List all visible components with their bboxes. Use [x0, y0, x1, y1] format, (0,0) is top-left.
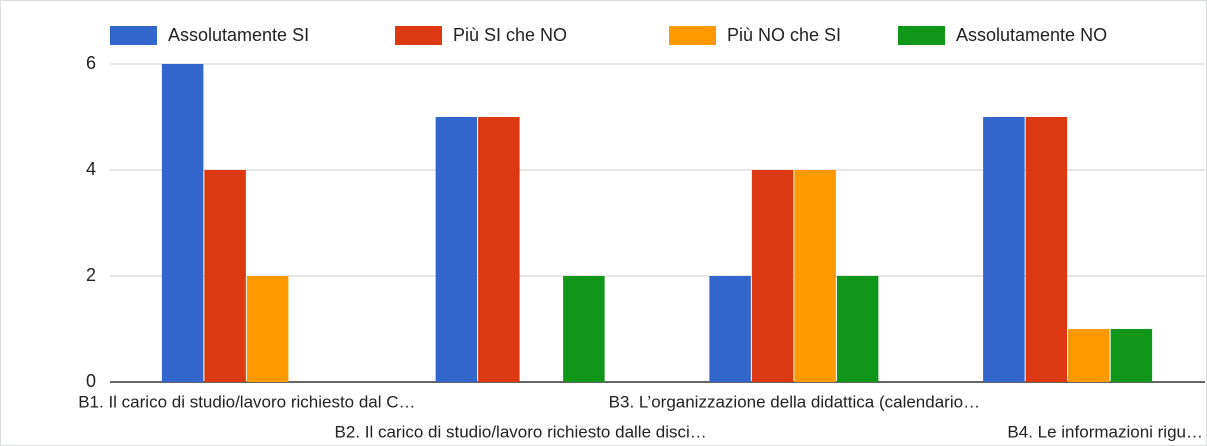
- x-tick-label: B3. L’organizzazione della didattica (ca…: [609, 392, 980, 411]
- bar: [794, 170, 836, 382]
- bar: [563, 276, 605, 382]
- bar: [983, 117, 1025, 382]
- legend-label: Assolutamente SI: [168, 25, 309, 45]
- bar: [1025, 117, 1068, 382]
- bar: [709, 276, 751, 382]
- x-tick-label: B2. Il carico di studio/lavoro richiesto…: [334, 422, 706, 441]
- bar: [204, 170, 246, 382]
- legend-swatch: [669, 26, 716, 45]
- bar: [246, 276, 289, 382]
- bar: [478, 117, 520, 382]
- bar: [161, 64, 204, 382]
- legend-swatch: [395, 26, 442, 45]
- legend-swatch: [898, 26, 945, 45]
- legend-label: Più SI che NO: [453, 25, 567, 45]
- legend-label: Più NO che SI: [727, 25, 841, 45]
- x-tick-label: B1. Il carico di studio/lavoro richiesto…: [78, 392, 415, 411]
- bar: [1068, 329, 1110, 382]
- y-tick-label: 4: [86, 159, 96, 179]
- y-tick-label: 0: [86, 371, 96, 391]
- bar: [1110, 329, 1153, 382]
- bar: [435, 117, 478, 382]
- y-tick-label: 2: [86, 265, 96, 285]
- legend-swatch: [110, 26, 157, 45]
- x-tick-label: B4. Le informazioni rigu…: [1007, 422, 1203, 441]
- bar: [751, 170, 794, 382]
- y-tick-label: 6: [86, 53, 96, 73]
- bar: [836, 276, 879, 382]
- legend-label: Assolutamente NO: [956, 25, 1107, 45]
